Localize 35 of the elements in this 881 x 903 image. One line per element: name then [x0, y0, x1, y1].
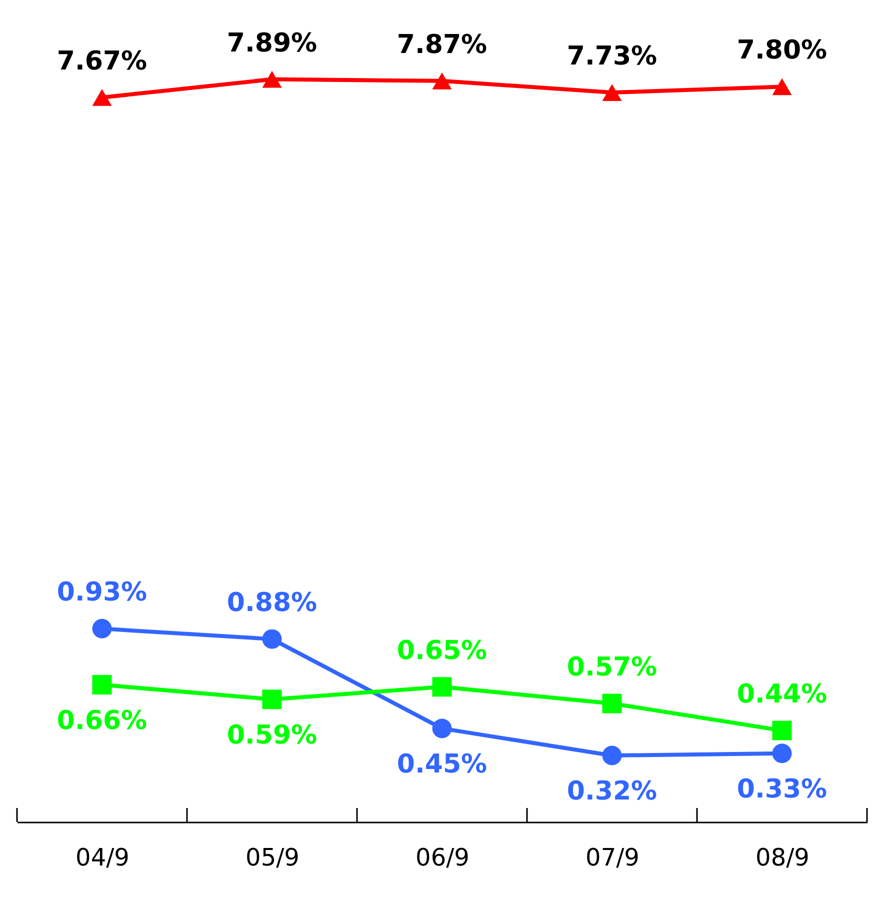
point — [602, 694, 622, 714]
x-tick-label: 06/9 — [416, 844, 470, 872]
x-tick-label: 05/9 — [246, 844, 300, 872]
data-label: 0.32% — [566, 776, 658, 806]
point — [772, 78, 792, 96]
data-label: 0.88% — [226, 588, 318, 618]
data-label: 7.87% — [396, 30, 488, 60]
point — [432, 718, 452, 738]
data-label: 0.45% — [396, 749, 488, 780]
data-label: 0.59% — [226, 720, 318, 750]
x-tick-label: 04/9 — [76, 844, 130, 872]
data-label: 0.44% — [736, 680, 828, 710]
data-label: 0.57% — [566, 652, 658, 683]
x-tick-label: 07/9 — [586, 844, 640, 872]
point — [262, 629, 282, 649]
point — [262, 690, 282, 710]
data-label: 7.73% — [566, 42, 658, 72]
data-label: 0.33% — [736, 774, 828, 804]
point — [602, 746, 622, 766]
point — [92, 89, 112, 106]
point — [772, 720, 792, 740]
data-label: 0.65% — [396, 636, 488, 666]
point — [772, 744, 792, 764]
data-label: 0.93% — [56, 578, 148, 608]
point — [92, 675, 112, 695]
point — [262, 70, 282, 88]
x-tick-label: 08/9 — [756, 844, 810, 872]
point — [92, 618, 112, 638]
point — [432, 677, 452, 697]
data-label: 7.89% — [226, 28, 318, 58]
point — [602, 84, 622, 101]
data-label: 7.67% — [56, 46, 148, 76]
data-label: 7.80% — [736, 36, 828, 66]
data-label: 0.66% — [56, 706, 148, 736]
point — [432, 72, 452, 90]
